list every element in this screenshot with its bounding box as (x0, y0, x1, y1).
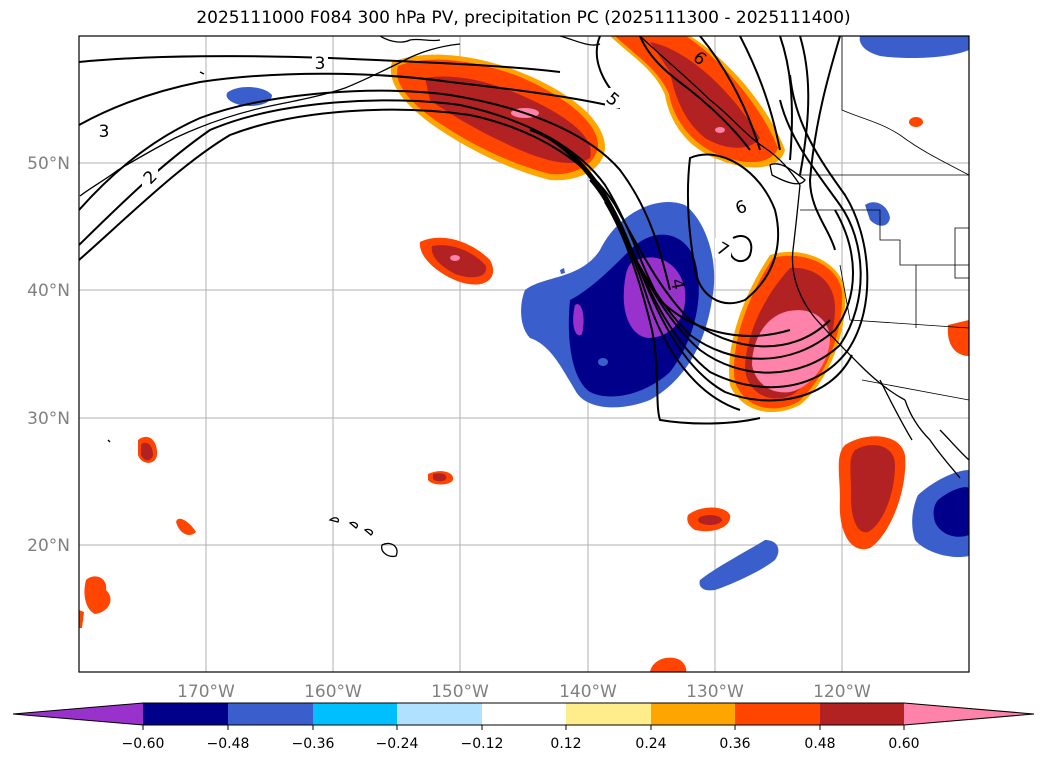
lon-tick-label: 120°W (813, 682, 871, 702)
lat-tick-label: 20°N (27, 536, 70, 556)
political-borders (800, 36, 969, 401)
colorbar-bin (482, 703, 566, 725)
lat-tick-label: 50°N (27, 154, 70, 174)
lon-tick-label: 130°W (686, 682, 744, 702)
colorbar-tick-label: 0.36 (719, 736, 750, 752)
lon-tick-label: 160°W (304, 682, 362, 702)
lon-tick-label: 170°W (177, 682, 235, 702)
pv-label-bg (605, 88, 621, 108)
pv-label: 3 (99, 122, 110, 142)
colorbar-bin (143, 703, 228, 725)
precip-positive-anomalies (79, 36, 969, 672)
colorbar-bin (820, 703, 904, 725)
map-panel: 3 3 2 5 6 6 7 4 (79, 36, 969, 672)
pv-label-bg (312, 52, 328, 72)
colorbar-tick-label: −0.12 (461, 736, 504, 752)
pv-label: 3 (315, 54, 326, 74)
colorbar-tick-label: −0.24 (376, 736, 419, 752)
latitude-labels: 50°N 40°N 30°N 20°N (27, 154, 70, 556)
colorbar-tick-label: 0.12 (550, 736, 581, 752)
colorbar-tick-label: −0.48 (207, 736, 250, 752)
pv-contours (79, 36, 869, 425)
pv-label: 4 (666, 277, 688, 291)
lat-tick-label: 40°N (27, 281, 70, 301)
colorbar-tick-label: −0.36 (292, 736, 335, 752)
pv-label-bg (142, 166, 158, 186)
colorbar-bin (735, 703, 820, 725)
colorbar-bin (651, 703, 735, 725)
map-title: 2025111000 F084 300 hPa PV, precipitatio… (196, 8, 851, 28)
colorbar: −0.60 −0.48 −0.36 −0.24 −0.12 0.12 0.24 … (12, 702, 1035, 752)
colorbar-bin (397, 703, 482, 725)
lon-tick-label: 140°W (559, 682, 617, 702)
map-frame (78, 35, 970, 673)
colorbar-bin (228, 703, 313, 725)
colorbar-tick-label: −0.60 (122, 736, 165, 752)
colorbar-extend-low (13, 703, 143, 725)
pv-label-bg (733, 196, 749, 216)
pv-label-bg (715, 238, 731, 258)
colorbar-bin (566, 703, 651, 725)
colorbar-tick-label: 0.24 (635, 736, 666, 752)
colorbar-extend-high (904, 703, 1034, 725)
colorbar-tick-label: 0.48 (804, 736, 835, 752)
pv-label-bg (96, 120, 112, 140)
colorbar-tick-label: 0.60 (888, 736, 919, 752)
longitude-labels: 170°W 160°W 150°W 140°W 130°W 120°W (177, 682, 871, 702)
lat-tick-label: 30°N (27, 409, 70, 429)
lon-tick-label: 150°W (431, 682, 489, 702)
colorbar-bin (313, 703, 397, 725)
